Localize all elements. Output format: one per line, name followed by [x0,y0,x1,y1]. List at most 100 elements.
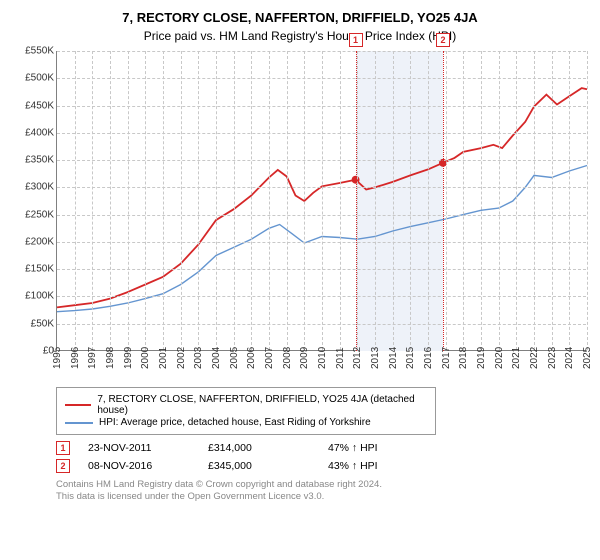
x-tick-label: 1995 [52,347,63,369]
x-tick-label: 2018 [458,347,469,369]
gridline-vertical [216,51,217,350]
x-tick-label: 2013 [370,347,381,369]
x-tick-label: 2022 [529,347,540,369]
y-tick-label: £50K [31,318,54,329]
gridline-vertical [481,51,482,350]
gridline-vertical [287,51,288,350]
y-tick-label: £400K [25,127,54,138]
event-delta: 47% ↑ HPI [328,442,448,454]
x-tick-label: 2015 [405,347,416,369]
chart-container: 7, RECTORY CLOSE, NAFFERTON, DRIFFIELD, … [0,0,600,512]
legend-swatch [65,422,93,424]
event-price: £314,000 [208,442,328,454]
gridline-vertical [534,51,535,350]
footer-line: Contains HM Land Registry data © Crown c… [56,479,586,491]
x-tick-label: 2007 [264,347,275,369]
x-tick-label: 2010 [317,347,328,369]
x-tick-label: 1996 [70,347,81,369]
event-line [356,51,357,351]
x-tick-label: 2025 [582,347,593,369]
event-marker-box: 2 [436,33,450,47]
event-marker-box: 1 [349,33,363,47]
event-delta: 43% ↑ HPI [328,460,448,472]
gridline-vertical [393,51,394,350]
x-tick-label: 2016 [423,347,434,369]
gridline-vertical [463,51,464,350]
x-tick-label: 2024 [564,347,575,369]
gridline-vertical [552,51,553,350]
y-tick-label: £100K [25,291,54,302]
event-number-box: 1 [56,441,70,455]
gridline-vertical [428,51,429,350]
gridline-vertical [110,51,111,350]
x-tick-label: 2004 [211,347,222,369]
x-tick-label: 2023 [547,347,558,369]
x-tick-label: 1999 [123,347,134,369]
x-tick-label: 2014 [388,347,399,369]
gridline-vertical [340,51,341,350]
x-tick-label: 2003 [193,347,204,369]
gridline-vertical [163,51,164,350]
y-tick-label: £450K [25,100,54,111]
event-row: 1 23-NOV-2011£314,00047% ↑ HPI [56,441,556,455]
y-tick-label: £250K [25,209,54,220]
x-tick-label: 2009 [299,347,310,369]
gridline-vertical [375,51,376,350]
gridline-vertical [304,51,305,350]
chart-area: £0£50K£100K£150K£200K£250K£300K£350K£400… [14,51,586,381]
gridline-vertical [357,51,358,350]
chart-title: 7, RECTORY CLOSE, NAFFERTON, DRIFFIELD, … [14,10,586,25]
x-tick-label: 2011 [335,347,346,369]
footer-line: This data is licensed under the Open Gov… [56,491,586,503]
x-tick-label: 2019 [476,347,487,369]
gridline-vertical [198,51,199,350]
gridline-vertical [322,51,323,350]
legend: 7, RECTORY CLOSE, NAFFERTON, DRIFFIELD, … [56,387,436,435]
gridline-vertical [234,51,235,350]
y-axis: £0£50K£100K£150K£200K£250K£300K£350K£400… [14,51,56,351]
plot-area: 12 [56,51,586,351]
x-tick-label: 2001 [158,347,169,369]
x-tick-label: 1997 [87,347,98,369]
x-tick-label: 2017 [441,347,452,369]
x-axis: 1995199619971998199920002001200220032004… [56,351,586,381]
x-tick-label: 2005 [229,347,240,369]
gridline-vertical [75,51,76,350]
y-tick-label: £350K [25,155,54,166]
gridline-vertical [516,51,517,350]
gridline-vertical [410,51,411,350]
y-tick-label: £150K [25,264,54,275]
gridline-vertical [269,51,270,350]
events-table: 1 23-NOV-2011£314,00047% ↑ HPI 2 08-NOV-201… [56,441,556,473]
y-tick-label: £550K [25,46,54,57]
gridline-vertical [181,51,182,350]
x-tick-label: 2012 [352,347,363,369]
x-tick-label: 2006 [246,347,257,369]
y-tick-label: £500K [25,73,54,84]
x-tick-label: 2008 [282,347,293,369]
x-tick-label: 2000 [140,347,151,369]
x-tick-label: 2020 [494,347,505,369]
x-tick-label: 1998 [105,347,116,369]
event-line [443,51,444,351]
gridline-vertical [499,51,500,350]
gridline-vertical [569,51,570,350]
event-date: 08-NOV-2016 [88,460,208,472]
legend-label: 7, RECTORY CLOSE, NAFFERTON, DRIFFIELD, … [97,394,427,416]
gridline-vertical [92,51,93,350]
event-number-box: 2 [56,459,70,473]
legend-label: HPI: Average price, detached house, East… [99,417,371,428]
legend-item: 7, RECTORY CLOSE, NAFFERTON, DRIFFIELD, … [65,394,427,416]
gridline-vertical [251,51,252,350]
event-date: 23-NOV-2011 [88,442,208,454]
gridline-vertical [128,51,129,350]
chart-subtitle: Price paid vs. HM Land Registry's House … [14,29,586,43]
legend-item: HPI: Average price, detached house, East… [65,417,427,428]
x-tick-label: 2002 [176,347,187,369]
y-tick-label: £300K [25,182,54,193]
gridline-vertical [145,51,146,350]
event-price: £345,000 [208,460,328,472]
legend-swatch [65,404,91,406]
footer-attribution: Contains HM Land Registry data © Crown c… [56,479,586,504]
x-tick-label: 2021 [511,347,522,369]
